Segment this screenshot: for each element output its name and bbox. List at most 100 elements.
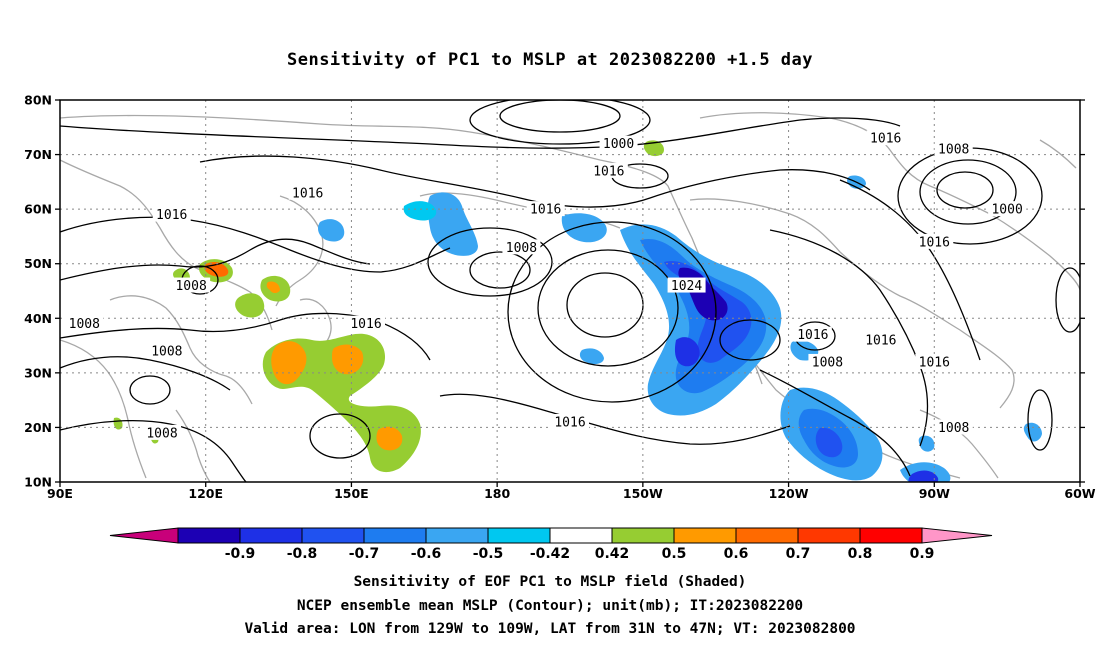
caption-line-2: NCEP ensemble mean MSLP (Contour); unit(… (296, 598, 804, 614)
contour-label-bg (861, 332, 900, 348)
contour-label: 1000 (603, 137, 634, 152)
contour-label-bg (589, 162, 628, 178)
colorbar-label: 0.5 (662, 546, 687, 562)
lon-tick-label: 180 (484, 486, 510, 501)
contour-label-bg (152, 206, 191, 222)
colorbar-swatch (487, 527, 551, 544)
contour-label: 1008 (146, 426, 177, 441)
contour-label-bg (934, 141, 973, 157)
lon-tick-label: 150E (334, 486, 369, 501)
contour-label: 1008 (812, 355, 843, 370)
colorbar-swatch (797, 527, 861, 544)
colorbar-swatch (177, 527, 241, 544)
contour-labels: 1000 1016 1016 1008 1000 1016 1016 1016 1016 1008… (65, 130, 1027, 441)
contour-label: 1016 (797, 328, 828, 343)
contour-label-bg (915, 353, 954, 369)
contour-label-bg (808, 353, 847, 369)
colorbar-label: 0.42 (595, 546, 630, 562)
longitude-axis: 90E 120E 150E 180 150W 120W 90W 60W (47, 482, 1096, 501)
lon-tick-label: 90W (919, 486, 950, 501)
contour-label-bg (915, 233, 954, 249)
contour-label-bg (347, 315, 385, 331)
colorbar-low-triangle (109, 527, 179, 544)
contour-label: 1008 (175, 279, 206, 294)
mslp-contours (60, 100, 1080, 482)
contour-label: 1008 (938, 143, 969, 158)
colorbar-label: 0.9 (910, 546, 935, 562)
contour-label-bg (147, 343, 186, 359)
colorbar-label: -0.6 (411, 546, 442, 562)
lat-tick-label: 20N (24, 420, 52, 435)
contour-label: 1016 (919, 355, 950, 370)
caption-line-1: Sensitivity of EOF PC1 to MSLP field (Sh… (353, 574, 747, 590)
lon-tick-label: 150W (623, 486, 663, 501)
colorbar-swatch (363, 527, 427, 544)
colorbar-swatch (549, 527, 613, 544)
colorbar-swatch (239, 527, 303, 544)
latitude-axis: 80N 70N 60N 50N 40N 30N 20N 10N (24, 93, 1085, 490)
colorbar-label: -0.9 (225, 546, 256, 562)
contour-label: 1016 (292, 186, 323, 201)
grid-lines (60, 100, 1080, 482)
contour-label: 1016 (554, 415, 585, 430)
lat-tick-label: 70N (24, 147, 52, 162)
contour-label: 1024 (671, 279, 702, 294)
colorbar-label: 0.6 (724, 546, 749, 562)
colorbar-label: 0.8 (848, 546, 873, 562)
lon-tick-label: 90E (47, 486, 73, 501)
caption-line-3: Valid area: LON from 129W to 109W, LAT f… (244, 621, 856, 637)
contour-label: 1016 (865, 334, 896, 349)
contour-label: 1016 (870, 132, 901, 147)
colorbar-label: -0.42 (530, 546, 570, 562)
contour-label-bg (172, 277, 211, 293)
colorbar-swatch (611, 527, 675, 544)
colorbar-high-triangle (921, 527, 993, 544)
colorbar-swatch (673, 527, 737, 544)
lat-tick-label: 30N (24, 365, 52, 380)
contour-label-bg (866, 130, 905, 146)
contour-label-bg (599, 135, 638, 151)
contour-label-bg (526, 201, 565, 217)
colorbar-swatch (425, 527, 489, 544)
lat-tick-label: 50N (24, 256, 52, 271)
contour-label-bg (934, 419, 973, 435)
contour-label: 1008 (69, 317, 100, 332)
contour-label-bg (502, 239, 541, 255)
contour-label: 1008 (506, 241, 537, 256)
contour-label: 1016 (919, 235, 950, 250)
colorbar-label: -0.8 (287, 546, 318, 562)
lon-tick-label: 120W (769, 486, 809, 501)
contour-label-bg (667, 277, 706, 293)
contour-label: 1016 (350, 317, 381, 332)
map-frame (59, 99, 1081, 483)
contour-label: 1016 (593, 164, 624, 179)
lat-tick-label: 80N (24, 93, 52, 108)
contour-label-bg (288, 184, 327, 200)
map-area: 1000 1016 1016 1008 1000 1016 1016 1016 1016 1008… (60, 100, 1080, 482)
lon-tick-label: 60W (1064, 486, 1095, 501)
colorbar-label: 0.7 (786, 546, 811, 562)
colorbar-label: -0.5 (473, 546, 504, 562)
contour-label: 1016 (530, 203, 561, 218)
contour-label-bg (988, 201, 1027, 217)
contour-label-bg (143, 424, 181, 440)
lon-tick-label: 120E (188, 486, 223, 501)
contour-label-bg (551, 413, 589, 429)
lat-tick-label: 60N (24, 202, 52, 217)
contour-label: 1016 (156, 208, 187, 223)
contour-label: 1000 (991, 203, 1022, 218)
colorbar-swatch (301, 527, 365, 544)
shading-positive (113, 140, 664, 473)
lat-tick-label: 40N (24, 311, 52, 326)
colorbar-swatch (735, 527, 799, 544)
contour-label-bg (65, 315, 104, 331)
colorbar-swatch (859, 527, 923, 544)
colorbar-label: -0.7 (349, 546, 380, 562)
colorbar: -0.9 -0.8 -0.7 -0.6 -0.5 -0.42 0.42 0.5 0.6 0.7 0.… (109, 527, 993, 562)
lat-tick-label: 10N (24, 475, 52, 490)
contour-label-bg (793, 326, 832, 342)
contour-label: 1008 (151, 345, 182, 360)
page-title: Sensitivity of PC1 to MSLP at 2023082200… (286, 50, 813, 70)
contour-label: 1008 (938, 421, 969, 436)
